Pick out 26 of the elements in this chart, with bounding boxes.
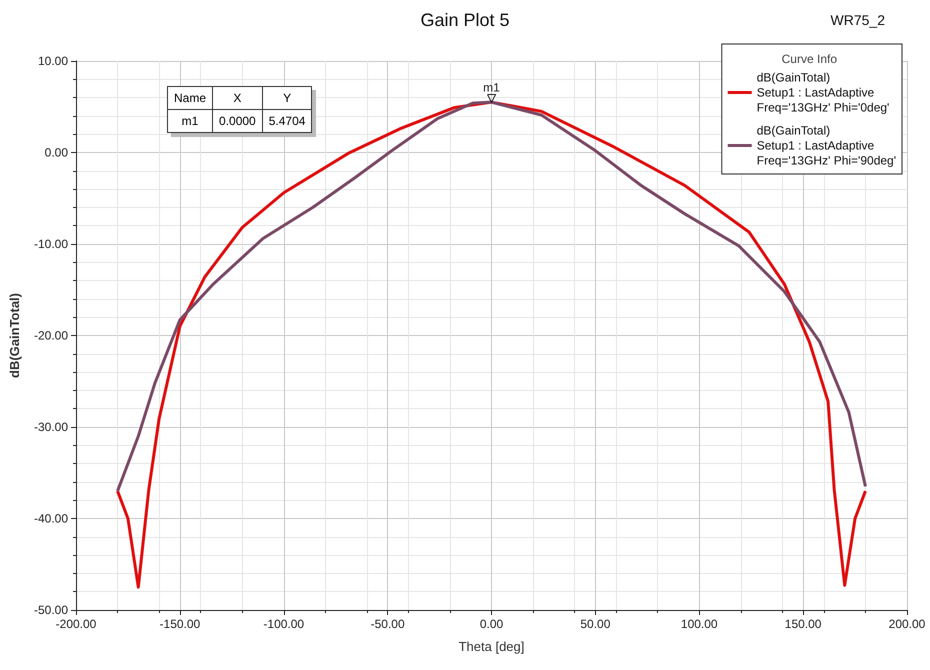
y-tick-label: -50.00 xyxy=(34,603,68,617)
annotation: m1 xyxy=(483,80,500,94)
x-axis-title: Theta [deg] xyxy=(458,639,524,654)
y-tick-label: -30.00 xyxy=(34,420,68,434)
y-tick-label: -10.00 xyxy=(34,237,68,251)
y-tick-label: -20.00 xyxy=(34,328,68,342)
x-tick-label: 150.00 xyxy=(784,617,822,631)
x-tick-label: 200.00 xyxy=(888,617,926,631)
y-axis-title: dB(GainTotal) xyxy=(7,293,22,378)
x-tick-label: -100.00 xyxy=(263,617,304,631)
chart-title: Gain Plot 5 xyxy=(420,10,510,30)
y-tick-label: -40.00 xyxy=(34,512,68,526)
x-tick-label: 50.00 xyxy=(580,617,611,631)
x-tick-label: 100.00 xyxy=(680,617,718,631)
x-tick-label: -150.00 xyxy=(160,617,201,631)
y-tick-label: 10.00 xyxy=(38,54,68,68)
legend-label: dB(GainTotal) Setup1 : LastAdaptive Freq='13GHz' Phi='0deg' xyxy=(756,70,890,114)
text: Name X Y xyxy=(174,91,292,105)
x-tick-label: -50.00 xyxy=(370,617,405,631)
x-tick-label: -200.00 xyxy=(56,617,97,631)
chart-subtitle: WR75_2 xyxy=(830,12,886,28)
text: m1 0.0000 5.4704 xyxy=(182,114,306,128)
x-tick-label: 0.00 xyxy=(480,617,504,631)
legend-title: Curve Info xyxy=(782,52,838,66)
y-tick-label: 0.00 xyxy=(44,146,68,160)
legend-label: dB(GainTotal) Setup1 : LastAdaptive Freq='13GHz' Phi='90deg' xyxy=(756,124,896,168)
